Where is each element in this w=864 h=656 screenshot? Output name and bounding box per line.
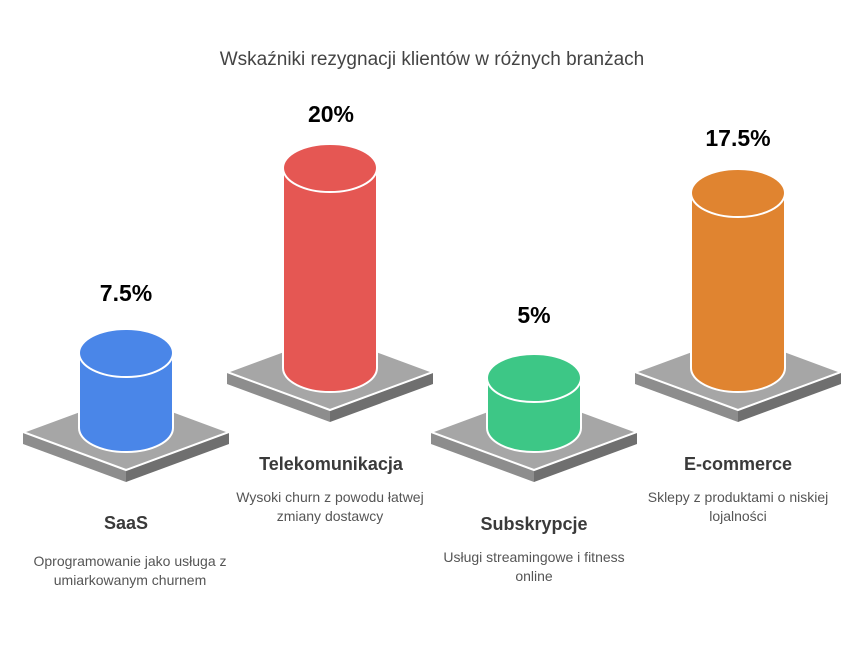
- bar-top-telekomunikacja: [282, 143, 378, 193]
- description-saas: Oprogramowanie jako usługa z umiarkowany…: [33, 553, 227, 588]
- chart-title: Wskaźniki rezygnacji klientów w różnych …: [219, 49, 645, 70]
- platform-left-saas: [23, 432, 126, 482]
- platform-left-subskrypcje: [431, 432, 534, 482]
- bar-top-saas: [78, 328, 174, 378]
- platform-left-e-commerce: [635, 372, 738, 422]
- bar-top-subskrypcje: [486, 353, 582, 403]
- platform-right-subskrypcje: [534, 432, 637, 482]
- bar-saas: [78, 352, 174, 453]
- category-label-subskrypcje: Subskrypcje: [480, 514, 588, 534]
- description-subskrypcje: Usługi streamingowe i fitness online: [443, 549, 625, 584]
- value-label-e-commerce: 17.5%: [705, 125, 771, 151]
- value-label-telekomunikacja: 20%: [307, 101, 355, 127]
- bar-telekomunikacja: [282, 167, 378, 393]
- description-telekomunikacja: Wysoki churn z powodu łatwej zmiany dost…: [236, 489, 424, 524]
- category-label-e-commerce: E-commerce: [683, 454, 793, 474]
- platform-right-saas: [126, 432, 229, 482]
- bar-e-commerce: [690, 192, 786, 393]
- category-label-saas: SaaS: [103, 513, 149, 533]
- category-label-telekomunikacja: Telekomunikacja: [259, 454, 403, 474]
- platform-left-telekomunikacja: [227, 372, 330, 422]
- platform-right-e-commerce: [738, 372, 841, 422]
- value-label-subskrypcje: 5%: [517, 302, 551, 328]
- value-label-saas: 7.5%: [99, 280, 153, 306]
- bar-top-e-commerce: [690, 168, 786, 218]
- platform-right-telekomunikacja: [330, 372, 433, 422]
- description-e-commerce: Sklepy z produktami o niskiej lojalności: [647, 489, 829, 524]
